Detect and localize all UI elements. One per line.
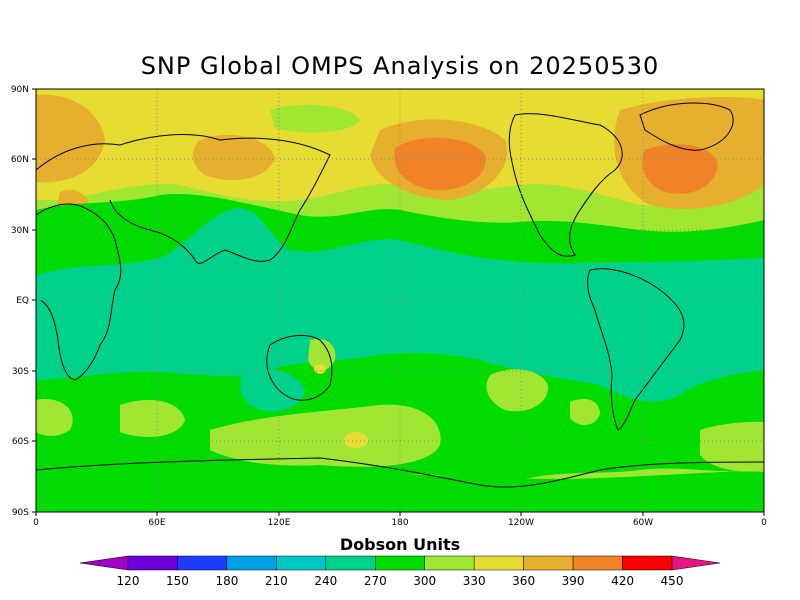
colorbar-swatch — [276, 555, 327, 571]
longitude-labels: 0 60E 120E 180 120W 60W 0 — [33, 518, 767, 528]
ozone-patch-siberia — [193, 134, 275, 180]
colorbar-level-label: 450 — [661, 574, 684, 588]
colorbar-swatch — [473, 555, 524, 571]
colorbar-level-label: 210 — [265, 574, 288, 588]
coast-eurasia — [36, 134, 331, 264]
colorbar-level-label: 120 — [117, 574, 140, 588]
ozone-patch-arctic-low — [270, 104, 360, 133]
ozone-spot-330-360 — [344, 432, 368, 448]
colorbar-level-label: 240 — [314, 574, 337, 588]
ozone-patch-indian-ocean — [120, 400, 185, 437]
ozone-patch-south-atlantic — [700, 421, 764, 472]
lon-label: 60E — [148, 518, 165, 528]
coast-australia — [266, 334, 333, 401]
lat-label: 60S — [12, 437, 29, 447]
colorbar-level-label: 180 — [215, 574, 238, 588]
tick-marks — [32, 88, 765, 516]
latitude-labels: 90N 60N 30N EQ 30S 60S 90S — [11, 85, 29, 518]
colorbar-level-label: 420 — [611, 574, 634, 588]
colorbar-title: Dobson Units — [339, 535, 461, 554]
colorbar-level-label: 150 — [166, 574, 189, 588]
coast-greenland — [639, 102, 734, 151]
coast-africa — [36, 203, 122, 381]
lon-label: 0 — [33, 518, 39, 528]
lon-label: 120W — [508, 518, 534, 528]
ozone-peak-north-atlantic — [642, 144, 718, 194]
colorbar-swatch — [325, 555, 376, 571]
ozone-patch-south-america — [570, 398, 600, 426]
lat-label: 60N — [11, 155, 29, 165]
graticule — [36, 89, 764, 512]
lat-label: 30S — [12, 367, 29, 377]
coast-antarctica — [36, 457, 764, 488]
ozone-peak-north-pacific — [394, 137, 486, 191]
map-title: SNP Global OMPS Analysis on 20250530 — [140, 52, 660, 80]
lon-label: 180 — [391, 518, 408, 528]
lat-label: EQ — [16, 296, 29, 306]
ozone-spot-australia — [314, 364, 326, 374]
ozone-patch-southern-ocean — [210, 404, 441, 467]
ozone-band-antarctic — [36, 470, 764, 512]
colorbar-swatch — [375, 555, 425, 571]
colorbar-level-label: 300 — [413, 574, 436, 588]
lat-label: 30N — [11, 226, 29, 236]
ozone-patch-south-pacific — [486, 369, 549, 412]
coast-north-america — [508, 113, 623, 257]
lat-label: 90N — [11, 85, 29, 95]
coast-south-america — [587, 268, 685, 431]
ozone-patch-east-australia — [308, 338, 336, 371]
colorbar-swatch — [177, 555, 228, 571]
colorbar: 120 150 180 210 240 270 300 330 360 390 420 450 — [79, 555, 721, 588]
ozone-patch-europe — [36, 94, 105, 183]
lon-label: 0 — [761, 518, 767, 528]
ozone-patch-south-atlantic-west — [36, 399, 73, 436]
colorbar-level-label: 330 — [463, 574, 486, 588]
coastlines — [36, 102, 764, 488]
lon-label: 120E — [268, 518, 291, 528]
colorbar-swatch — [622, 555, 673, 571]
colorbar-swatch — [572, 555, 623, 571]
colorbar-level-label: 390 — [562, 574, 585, 588]
colorbar-swatch — [226, 555, 277, 571]
ozone-patch-australia — [240, 368, 305, 412]
colorbar-level-label: 360 — [512, 574, 535, 588]
colorbar-swatch — [127, 555, 178, 571]
colorbar-level-label: 270 — [364, 574, 387, 588]
colorbar-swatch — [523, 555, 574, 571]
colorbar-swatch — [79, 555, 129, 571]
colorbar-swatch — [671, 555, 721, 571]
ozone-band-tropical — [36, 208, 764, 402]
colorbar-swatch — [424, 555, 475, 571]
lat-label: 90S — [12, 508, 29, 518]
lon-label: 60W — [633, 518, 653, 528]
